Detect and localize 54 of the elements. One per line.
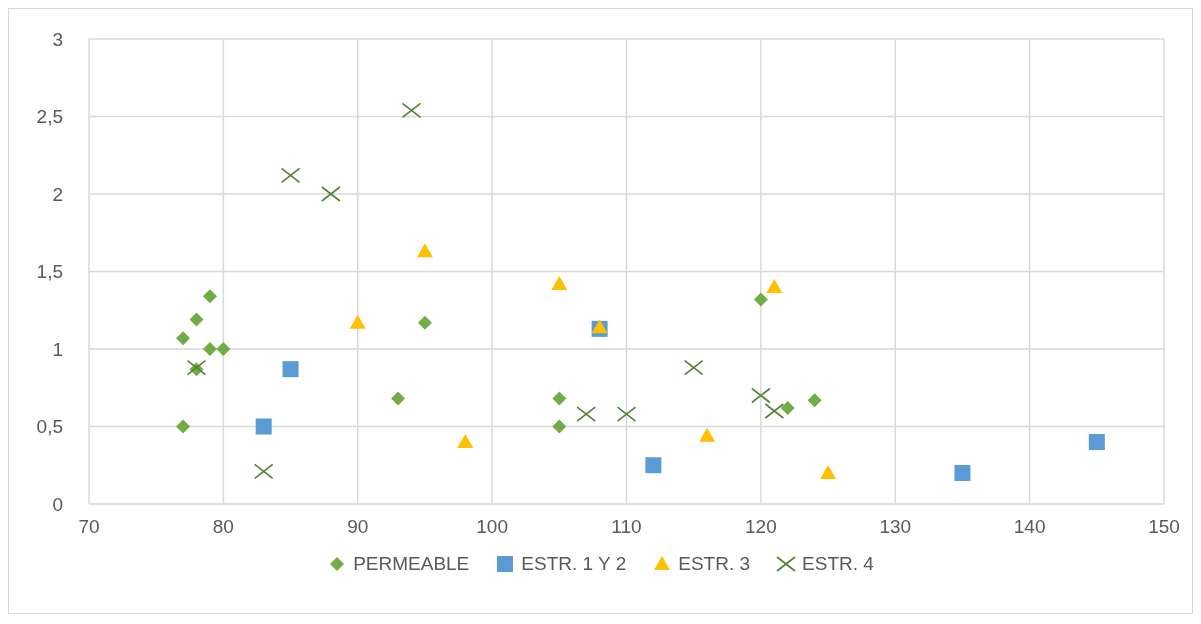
point (645, 457, 662, 474)
x-tick-label: 80 (212, 516, 234, 538)
point (820, 465, 837, 479)
y-tick-label: 1 (52, 338, 63, 360)
point (699, 427, 716, 442)
point (176, 419, 191, 434)
legend-label: ESTR. 4 (802, 553, 874, 575)
point (766, 279, 783, 293)
point (457, 434, 474, 448)
x-tick-label: 120 (745, 516, 777, 538)
y-tick-label: 0,5 (36, 416, 63, 438)
legend-label: ESTR. 1 Y 2 (521, 553, 627, 575)
legend-label: PERMEABLE (353, 553, 470, 575)
y-tick-label: 3 (52, 28, 63, 50)
x-tick-label: 100 (476, 516, 508, 538)
x-tick-label: 130 (879, 516, 912, 538)
point (552, 419, 567, 434)
point (416, 243, 433, 258)
point (202, 289, 217, 304)
point (576, 406, 596, 422)
point (751, 387, 771, 404)
point (417, 315, 432, 330)
point (552, 391, 567, 406)
y-tick-label: 0 (52, 493, 63, 515)
point (216, 342, 231, 356)
y-tick-label: 1,5 (36, 261, 63, 283)
point (349, 314, 366, 329)
x-tick-label: 90 (347, 516, 369, 538)
point (280, 167, 301, 184)
x-tick-label: 70 (78, 516, 100, 538)
x-tick-label: 150 (1148, 516, 1180, 538)
point (391, 391, 406, 406)
y-tick-label: 2 (52, 183, 63, 205)
y-tick-label: 2,5 (36, 106, 63, 128)
point (807, 393, 822, 408)
point (255, 418, 272, 435)
point (954, 465, 971, 481)
point (764, 403, 785, 419)
point (753, 292, 768, 307)
point (202, 342, 217, 356)
point (683, 359, 704, 376)
legend-label: ESTR. 3 (678, 553, 751, 575)
point (1088, 434, 1105, 450)
x-tick-label: 110 (611, 516, 642, 538)
point (189, 312, 204, 327)
point (616, 406, 637, 422)
point (321, 186, 341, 202)
point (780, 400, 795, 415)
point (401, 102, 422, 119)
point (253, 463, 274, 480)
point (176, 331, 191, 346)
point (551, 275, 568, 290)
x-tick-label: 140 (1013, 516, 1046, 538)
point (282, 361, 299, 378)
